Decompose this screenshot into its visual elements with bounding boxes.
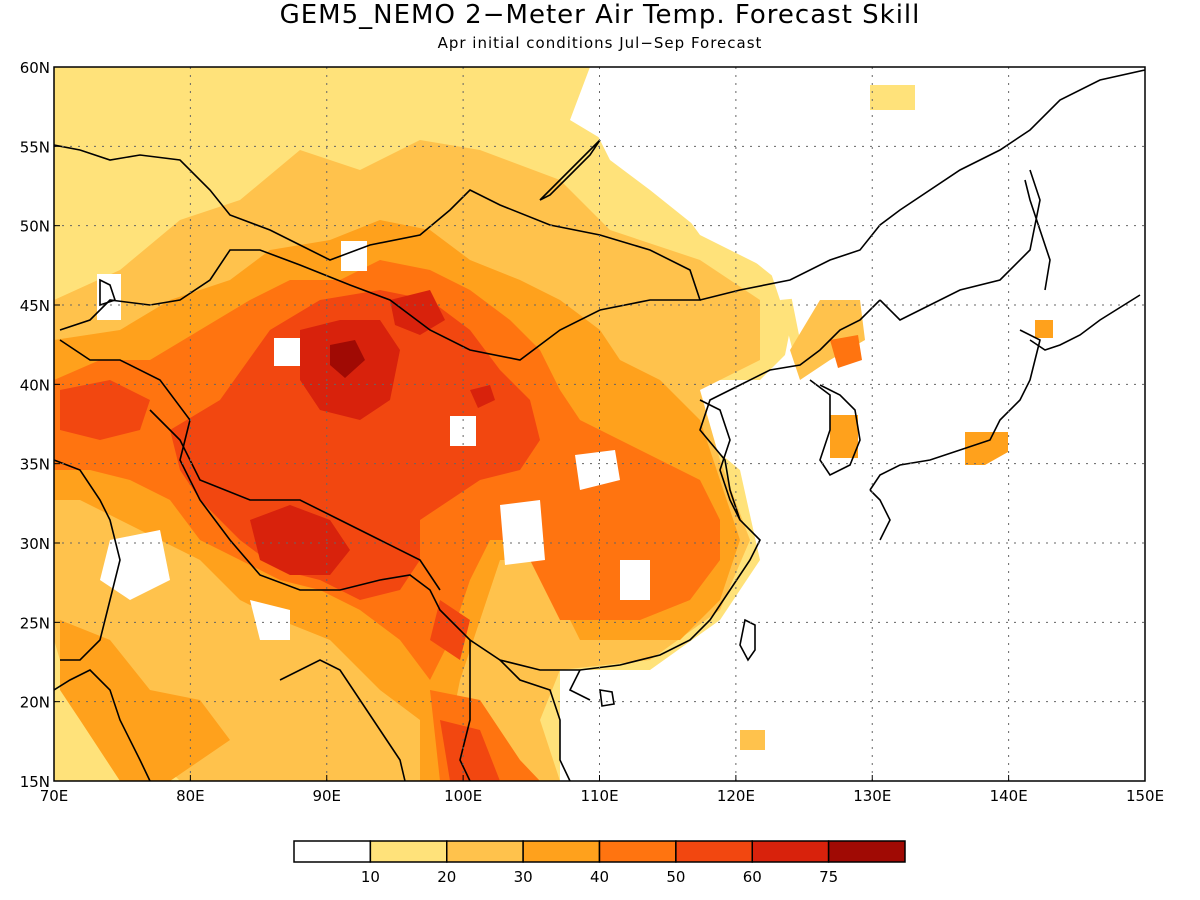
colorbar-bin (522, 840, 601, 863)
colorbar-label: 50 (666, 868, 685, 886)
chart-title: GEM5_NEMO 2−Meter Air Temp. Forecast Ski… (279, 0, 921, 30)
colorbar-bin (827, 840, 906, 863)
colorbar-bin (293, 840, 372, 863)
colorbar-bin (446, 840, 524, 863)
colorbar-bin (369, 840, 448, 863)
colorbar-bin (751, 840, 830, 863)
lat-tick-label: 25N (20, 614, 50, 632)
lat-tick-label: 30N (20, 535, 50, 553)
graticule (54, 67, 1145, 781)
lat-axis: 15N 20N 25N 30N 35N 40N 45N 50N 55N 60N (20, 59, 60, 791)
colorbar-label: 10 (361, 868, 380, 886)
lat-tick-label: 15N (20, 773, 50, 791)
lat-tick-label: 50N (20, 218, 50, 236)
colorbar-label: 40 (590, 868, 609, 886)
lat-tick-label: 40N (20, 376, 50, 394)
lat-tick-label: 45N (20, 297, 50, 315)
lon-tick-label: 70E (40, 787, 69, 805)
colorbar-label: 60 (743, 868, 762, 886)
colorbar-label: 30 (514, 868, 533, 886)
lat-tick-label: 35N (20, 456, 50, 474)
lat-tick-label: 60N (20, 59, 50, 77)
lon-tick-label: 100E (444, 787, 482, 805)
colorbar: 10 20 30 40 50 60 75 (293, 840, 906, 886)
chart-subtitle: Apr initial conditions Jul−Sep Forecast (437, 34, 763, 52)
lon-tick-label: 130E (853, 787, 891, 805)
lon-tick-label: 120E (717, 787, 755, 805)
lat-tick-label: 55N (20, 138, 50, 156)
lon-tick-label: 150E (1126, 787, 1164, 805)
lat-tick-label: 20N (20, 694, 50, 712)
colorbar-bin (675, 840, 753, 863)
lon-tick-label: 110E (580, 787, 618, 805)
lon-axis: 70E 80E 90E 100E 110E 120E 130E 140E 150E (40, 775, 1164, 805)
lon-tick-label: 90E (312, 787, 341, 805)
lon-tick-label: 140E (990, 787, 1028, 805)
colorbar-bin (598, 840, 677, 863)
skill-field (54, 67, 1145, 781)
colorbar-label: 75 (819, 868, 838, 886)
lon-tick-label: 80E (176, 787, 205, 805)
colorbar-label: 20 (437, 868, 456, 886)
